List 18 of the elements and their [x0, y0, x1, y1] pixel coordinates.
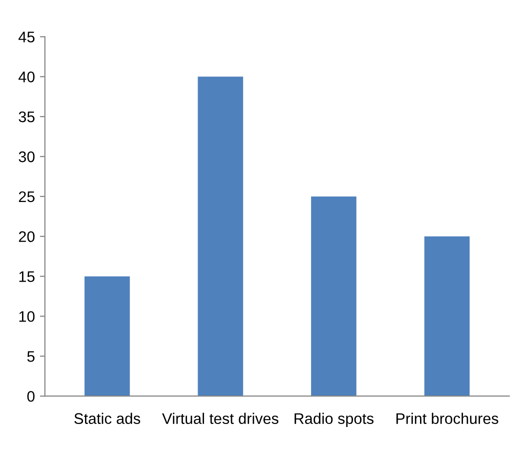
y-tick-label: 30: [18, 151, 35, 162]
y-tick-label: 0: [27, 390, 35, 402]
y-tick-label: 25: [18, 191, 35, 202]
bar: [424, 236, 470, 396]
bar: [84, 276, 130, 396]
x-tick-label: Print brochures: [396, 412, 498, 424]
y-tick-label: 40: [18, 72, 35, 82]
x-tick-label: Radio spots: [294, 412, 374, 428]
y-tick-label: 5: [27, 351, 35, 362]
y-tick-label: 45: [18, 32, 35, 42]
x-tick-label: Virtual test drives: [162, 412, 278, 424]
y-tick-label: 15: [19, 271, 35, 282]
y-tick-label: 35: [18, 111, 35, 122]
x-tick-label: Static ads: [74, 412, 140, 424]
bar: [311, 196, 356, 396]
y-tick-label: 10: [19, 311, 35, 322]
y-tick-label: 20: [18, 231, 35, 242]
bar: [198, 76, 244, 396]
